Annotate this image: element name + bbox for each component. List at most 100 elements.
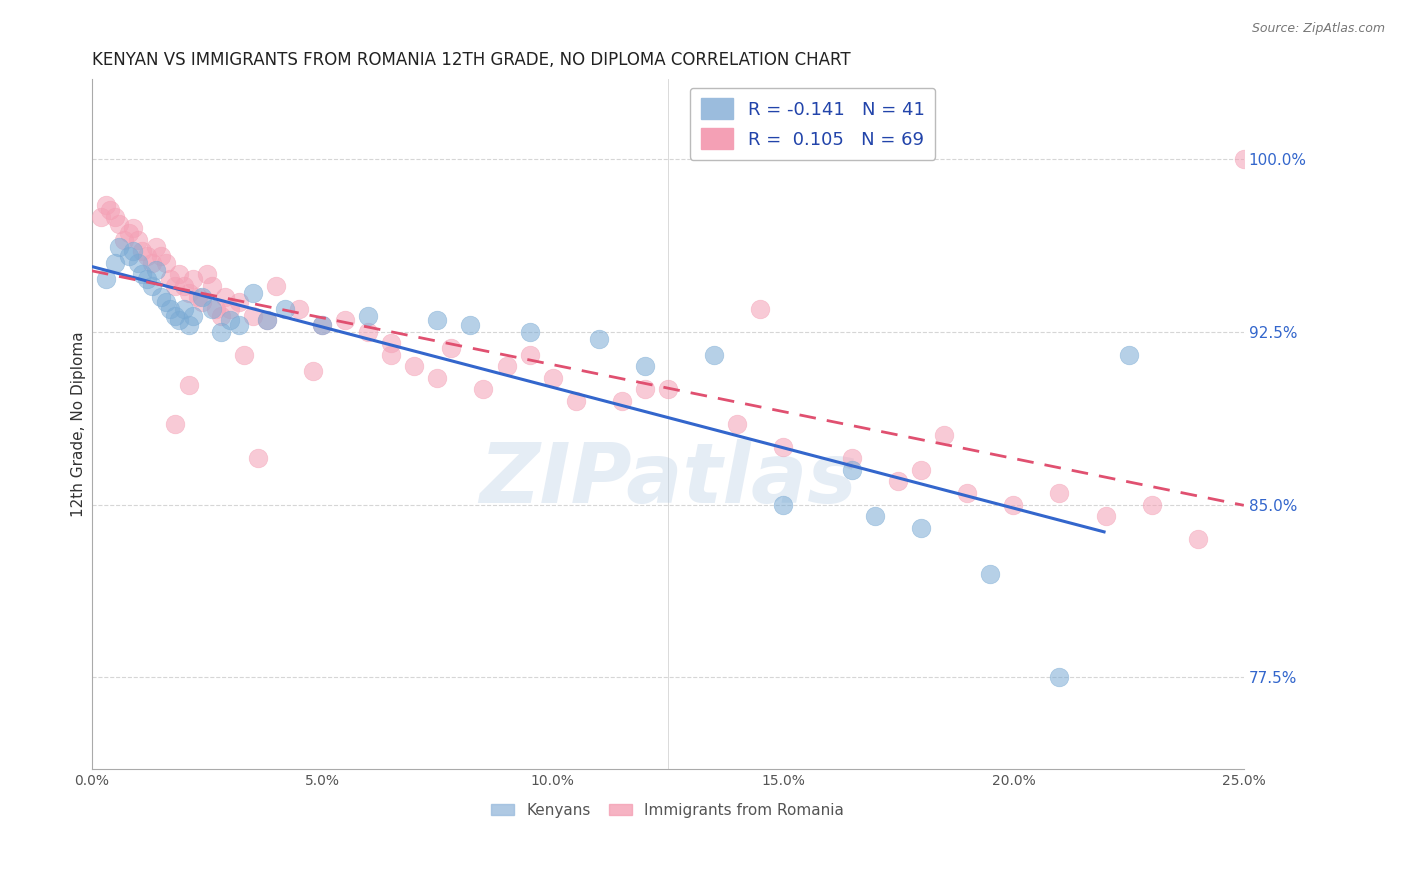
Point bbox=[145, 240, 167, 254]
Point bbox=[191, 294, 214, 309]
Point bbox=[219, 313, 242, 327]
Point bbox=[181, 309, 204, 323]
Point bbox=[610, 393, 633, 408]
Point bbox=[863, 509, 886, 524]
Point bbox=[187, 290, 209, 304]
Point bbox=[118, 226, 141, 240]
Point bbox=[173, 301, 195, 316]
Point bbox=[131, 244, 153, 259]
Point bbox=[458, 318, 481, 332]
Point bbox=[404, 359, 426, 374]
Point bbox=[302, 364, 325, 378]
Point bbox=[634, 383, 657, 397]
Point bbox=[564, 393, 586, 408]
Point bbox=[979, 566, 1001, 581]
Point bbox=[246, 451, 269, 466]
Point bbox=[242, 309, 264, 323]
Point bbox=[657, 383, 679, 397]
Point bbox=[173, 278, 195, 293]
Point bbox=[749, 301, 772, 316]
Point bbox=[163, 278, 186, 293]
Point bbox=[155, 294, 177, 309]
Point bbox=[703, 348, 725, 362]
Point bbox=[104, 256, 127, 270]
Point bbox=[163, 309, 186, 323]
Point bbox=[934, 428, 956, 442]
Point bbox=[772, 440, 794, 454]
Point bbox=[495, 359, 517, 374]
Point bbox=[219, 301, 242, 316]
Text: KENYAN VS IMMIGRANTS FROM ROMANIA 12TH GRADE, NO DIPLOMA CORRELATION CHART: KENYAN VS IMMIGRANTS FROM ROMANIA 12TH G… bbox=[91, 51, 851, 69]
Point bbox=[772, 498, 794, 512]
Point bbox=[108, 217, 131, 231]
Point bbox=[209, 309, 232, 323]
Point bbox=[380, 348, 402, 362]
Point bbox=[127, 233, 149, 247]
Point bbox=[1118, 348, 1140, 362]
Point bbox=[725, 417, 748, 431]
Point bbox=[519, 348, 541, 362]
Point bbox=[887, 475, 910, 489]
Point bbox=[841, 451, 863, 466]
Legend: Kenyans, Immigrants from Romania: Kenyans, Immigrants from Romania bbox=[485, 797, 851, 824]
Point bbox=[136, 249, 159, 263]
Point bbox=[149, 290, 172, 304]
Point bbox=[380, 336, 402, 351]
Point bbox=[181, 272, 204, 286]
Point bbox=[104, 210, 127, 224]
Point bbox=[1094, 509, 1116, 524]
Point bbox=[1233, 152, 1256, 166]
Point bbox=[426, 313, 449, 327]
Y-axis label: 12th Grade, No Diploma: 12th Grade, No Diploma bbox=[72, 331, 86, 516]
Point bbox=[1002, 498, 1025, 512]
Point bbox=[122, 221, 145, 235]
Point bbox=[177, 285, 200, 300]
Point bbox=[1049, 670, 1071, 684]
Point bbox=[426, 371, 449, 385]
Point bbox=[228, 294, 250, 309]
Point bbox=[149, 249, 172, 263]
Point bbox=[127, 256, 149, 270]
Point bbox=[159, 301, 181, 316]
Point bbox=[634, 359, 657, 374]
Point bbox=[541, 371, 564, 385]
Point bbox=[274, 301, 297, 316]
Point bbox=[209, 325, 232, 339]
Point bbox=[956, 486, 979, 500]
Point bbox=[98, 202, 121, 217]
Point bbox=[108, 240, 131, 254]
Point bbox=[256, 313, 278, 327]
Point bbox=[357, 325, 380, 339]
Point bbox=[910, 520, 932, 534]
Point bbox=[141, 256, 163, 270]
Point bbox=[214, 290, 236, 304]
Point bbox=[195, 267, 218, 281]
Point bbox=[228, 318, 250, 332]
Point bbox=[177, 318, 200, 332]
Point bbox=[145, 262, 167, 277]
Point bbox=[1187, 532, 1209, 546]
Point bbox=[519, 325, 541, 339]
Point bbox=[311, 318, 333, 332]
Point bbox=[200, 278, 222, 293]
Point bbox=[1049, 486, 1071, 500]
Point bbox=[131, 267, 153, 281]
Point bbox=[94, 198, 117, 212]
Point bbox=[440, 341, 463, 355]
Point bbox=[90, 210, 112, 224]
Point bbox=[191, 290, 214, 304]
Point bbox=[200, 301, 222, 316]
Point bbox=[841, 463, 863, 477]
Point bbox=[588, 332, 610, 346]
Point bbox=[232, 348, 254, 362]
Point bbox=[357, 309, 380, 323]
Point bbox=[141, 278, 163, 293]
Point bbox=[1140, 498, 1163, 512]
Point bbox=[169, 313, 191, 327]
Text: ZIPatlas: ZIPatlas bbox=[479, 439, 856, 520]
Point bbox=[177, 377, 200, 392]
Point bbox=[335, 313, 357, 327]
Point bbox=[122, 244, 145, 259]
Point bbox=[264, 278, 287, 293]
Point bbox=[242, 285, 264, 300]
